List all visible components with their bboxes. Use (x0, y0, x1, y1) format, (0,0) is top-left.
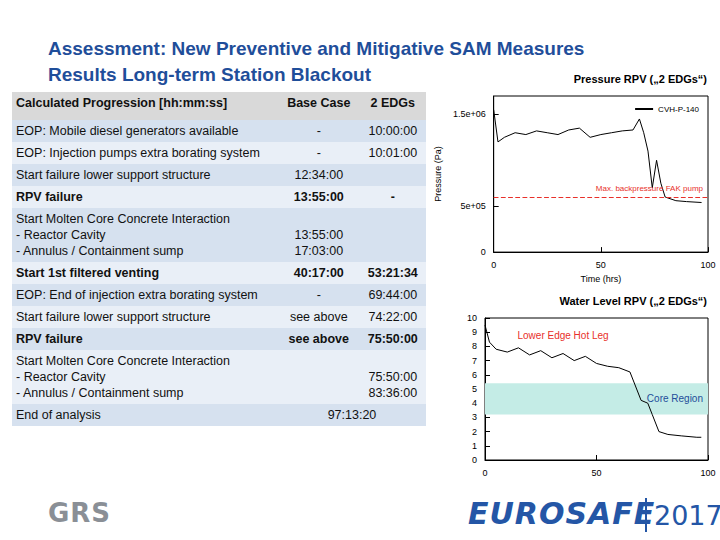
html-text:see above: see above (289, 310, 348, 324)
svg-text:Max. backpressure FAK pump: Max. backpressure FAK pump (596, 184, 704, 193)
svg-text:0: 0 (491, 260, 496, 270)
html-text:Assessment: New Preventive and: Assessment: New Preventive and Mitigativ… (48, 38, 585, 59)
html-text:RPV failure: RPV failure (16, 190, 83, 204)
html-text:Start failure lower support st: Start failure lower support structure (16, 310, 211, 324)
svg-text:1.5e+06: 1.5e+06 (453, 109, 486, 119)
html-text:EOP: End of injection extra bo: EOP: End of injection extra borating sys… (16, 288, 258, 302)
svg-text:4: 4 (472, 398, 477, 408)
html-text:see above: see above (288, 332, 349, 346)
html-text:Start failure lower support st: Start failure lower support structure (16, 168, 211, 182)
svg-text:2: 2 (472, 427, 477, 437)
html-text:EOP: Mobile diesel generators: EOP: Mobile diesel generators available (16, 124, 239, 138)
svg-text:1: 1 (472, 441, 477, 451)
html-text:Start 1st filtered venting: Start 1st filtered venting (16, 266, 160, 280)
html-text:EUROSAFE: EUROSAFE (468, 496, 656, 531)
svg-text:Pressure RPV („2 EDGs“): Pressure RPV („2 EDGs“) (574, 73, 708, 85)
svg-text:50: 50 (596, 260, 606, 270)
html-text:EOP: Injection pumps extra bor: EOP: Injection pumps extra borating syst… (16, 146, 260, 160)
html-text:75:50:00: 75:50:00 (368, 370, 418, 384)
html-text:Base Case: Base Case (287, 96, 351, 110)
html-text:Start Molten Core Concrete Int: Start Molten Core Concrete Interaction (16, 212, 230, 226)
html-text:69:44:00: 69:44:00 (368, 288, 418, 302)
html-text:12:34:00: 12:34:00 (294, 168, 344, 182)
html-text:- Reactor Cavity: - Reactor Cavity (16, 228, 106, 242)
svg-text:0: 0 (481, 247, 486, 257)
html-text:97:13:20: 97:13:20 (327, 408, 377, 422)
html-text:75:50:00: 75:50:00 (367, 332, 418, 346)
html-text:- Annulus / Containment sump: - Annulus / Containment sump (16, 244, 184, 258)
html-text:17:03:00: 17:03:00 (294, 244, 344, 258)
svg-text:5: 5 (472, 384, 477, 394)
svg-text:100: 100 (700, 260, 715, 270)
html-text:Results Long-term Station Blac: Results Long-term Station Blackout (48, 64, 371, 85)
html-text:10:01:00: 10:01:00 (368, 146, 418, 160)
svg-text:9: 9 (472, 327, 477, 337)
html-text:End of analysis: End of analysis (16, 408, 101, 422)
svg-text:Lower Edge Hot Leg: Lower Edge Hot Leg (517, 330, 608, 341)
svg-text:0: 0 (482, 468, 487, 478)
svg-text:10: 10 (467, 313, 477, 323)
svg-text:100: 100 (700, 468, 715, 478)
html-text:- Reactor Cavity: - Reactor Cavity (16, 370, 106, 384)
html-text:RPV failure: RPV failure (16, 332, 83, 346)
svg-text:3: 3 (472, 412, 477, 422)
html-text:Start Molten Core Concrete Int: Start Molten Core Concrete Interaction (16, 354, 230, 368)
svg-text:0: 0 (472, 455, 477, 465)
html-text:53:21:34: 53:21:34 (367, 266, 418, 280)
svg-text:CVH-P-140: CVH-P-140 (658, 105, 699, 114)
svg-text:Time (hrs): Time (hrs) (581, 274, 622, 284)
html-text:40:17:00: 40:17:00 (293, 266, 344, 280)
svg-text:6: 6 (472, 370, 477, 380)
html-text:GRS: GRS (48, 498, 112, 528)
html-text:Calculated Progression [hh:mm:: Calculated Progression [hh:mm:ss] (16, 96, 228, 110)
html-text:13:55:00: 13:55:00 (294, 228, 344, 242)
svg-text:Pressure (Pa): Pressure (Pa) (433, 146, 443, 202)
html-text:74:22:00: 74:22:00 (368, 310, 418, 324)
svg-text:5e+05: 5e+05 (460, 201, 485, 211)
html-text:2 EDGs: 2 EDGs (370, 96, 415, 110)
html-text:10:00:00: 10:00:00 (368, 124, 418, 138)
svg-text:Water Level RPV („2 EDGs“): Water Level RPV („2 EDGs“) (559, 295, 707, 307)
svg-text:Core Region: Core Region (647, 393, 703, 404)
svg-text:50: 50 (591, 468, 601, 478)
svg-text:8: 8 (472, 341, 477, 351)
svg-text:7: 7 (472, 356, 477, 366)
html-text:83:36:00: 83:36:00 (368, 386, 418, 400)
html-text:- Annulus / Containment sump: - Annulus / Containment sump (16, 386, 184, 400)
html-text:13:55:00: 13:55:00 (293, 190, 344, 204)
